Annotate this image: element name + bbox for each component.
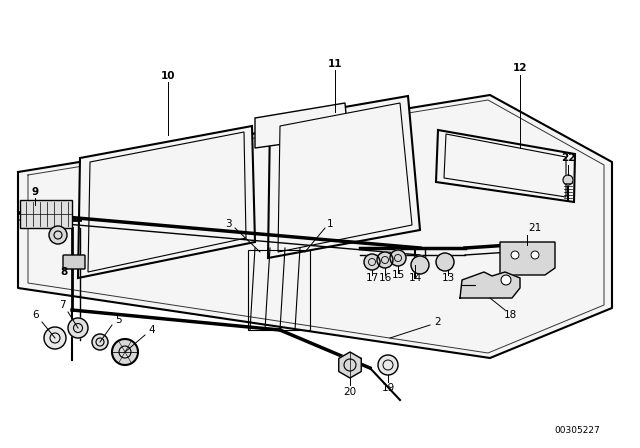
Polygon shape [278, 103, 412, 252]
Polygon shape [18, 95, 612, 358]
Text: 19: 19 [381, 383, 395, 393]
Polygon shape [500, 242, 555, 275]
Text: 15: 15 [392, 270, 404, 280]
Text: 22: 22 [561, 153, 575, 163]
Text: 13: 13 [442, 273, 454, 283]
Text: 16: 16 [378, 273, 392, 283]
Text: 9: 9 [31, 187, 38, 197]
Circle shape [377, 252, 393, 268]
Circle shape [501, 275, 511, 285]
Polygon shape [444, 134, 566, 197]
Polygon shape [20, 200, 72, 228]
Text: 7: 7 [59, 300, 65, 310]
Circle shape [364, 254, 380, 270]
FancyBboxPatch shape [63, 255, 85, 269]
Text: 17: 17 [365, 273, 379, 283]
Text: 21: 21 [529, 223, 541, 233]
Polygon shape [255, 103, 348, 148]
Circle shape [112, 339, 138, 365]
Circle shape [531, 251, 539, 259]
Polygon shape [339, 352, 361, 378]
Polygon shape [268, 96, 420, 258]
Text: 1: 1 [326, 219, 333, 229]
Text: 10: 10 [161, 71, 175, 81]
Circle shape [68, 318, 88, 338]
Text: 14: 14 [408, 273, 422, 283]
Text: 00305227: 00305227 [554, 426, 600, 435]
Polygon shape [436, 130, 575, 202]
Text: 8: 8 [60, 267, 68, 277]
Polygon shape [78, 126, 255, 278]
Text: 4: 4 [148, 325, 156, 335]
Circle shape [563, 175, 573, 185]
Text: 2: 2 [435, 317, 442, 327]
Text: 20: 20 [344, 387, 356, 397]
Text: 11: 11 [328, 59, 342, 69]
Circle shape [378, 355, 398, 375]
Circle shape [44, 327, 66, 349]
Text: 12: 12 [513, 63, 527, 73]
Circle shape [436, 253, 454, 271]
Text: 6: 6 [33, 310, 39, 320]
Circle shape [92, 334, 108, 350]
Circle shape [49, 226, 67, 244]
Text: 5: 5 [115, 315, 122, 325]
Circle shape [411, 256, 429, 274]
Polygon shape [460, 272, 520, 298]
Text: 18: 18 [504, 310, 516, 320]
Polygon shape [88, 132, 246, 272]
Text: 3: 3 [225, 219, 231, 229]
Circle shape [511, 251, 519, 259]
Circle shape [390, 250, 406, 266]
